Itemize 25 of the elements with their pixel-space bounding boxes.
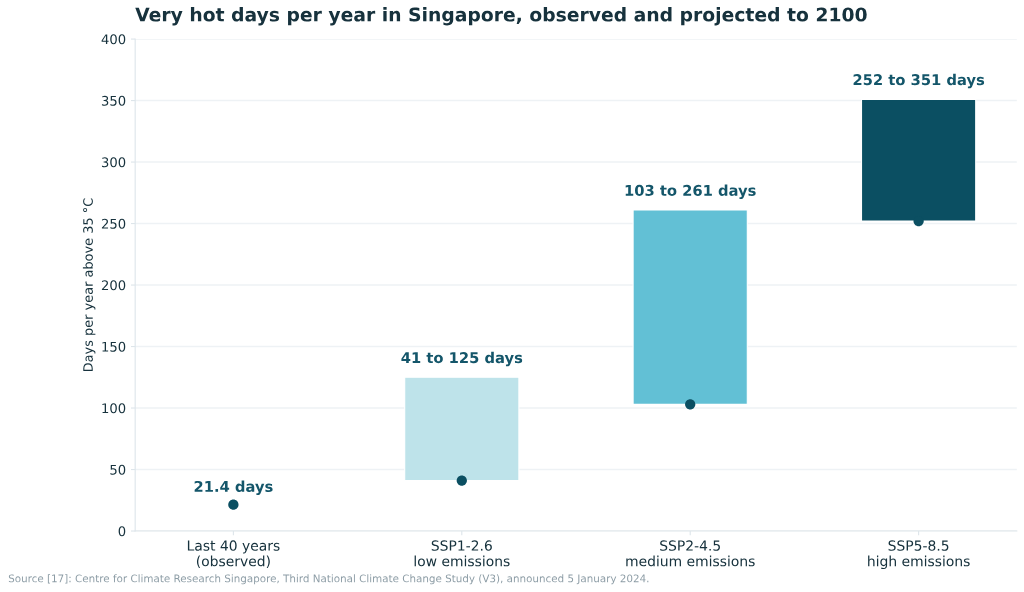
annotation: 103 to 261 days — [625, 184, 756, 199]
x-tick-label: SSP1-2.6 low emissions — [414, 540, 510, 567]
point — [228, 499, 239, 510]
y-tick-label: 250 — [101, 218, 126, 229]
y-tick-label: 200 — [101, 280, 126, 291]
y-tick-label: 350 — [101, 95, 126, 106]
point — [456, 475, 467, 486]
annotation: 252 to 351 days — [853, 73, 985, 89]
y-tick-label: 100 — [102, 403, 126, 414]
point — [685, 399, 696, 410]
y-tick-label: 50 — [110, 464, 126, 475]
x-tick-label: SSP2-4.5 medium emissions — [626, 540, 755, 567]
y-tick-label: 0 — [118, 526, 126, 537]
data-label: 21.4 days — [194, 480, 273, 495]
source-note: Source [17]: Centre for Climate Research Singapore, Third National Climate Change Study (V3), announced 5 January 2024. — [8, 574, 649, 585]
x-tick-label: Last 40 years (observed) — [187, 540, 280, 568]
x-tick-label: SSP5-8.5 high emissions — [868, 540, 970, 570]
y-tick-label: 300 — [101, 157, 126, 168]
chart-title: Very hot days per year in Singapore, observed and projected to 2100 — [135, 7, 867, 26]
annotation: 41 to 125 days — [401, 351, 523, 367]
y-axis-title: Days per year above 35 °C — [82, 198, 96, 372]
bar — [404, 376, 520, 482]
y-tick-label: 150 — [102, 341, 126, 352]
bar — [632, 209, 748, 405]
y-tick-label: 400 — [101, 34, 126, 45]
